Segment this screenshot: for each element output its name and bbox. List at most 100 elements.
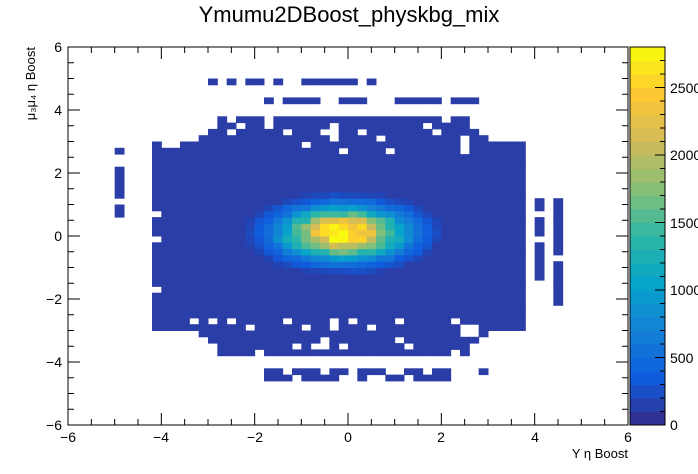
heatmap-bin	[357, 154, 368, 161]
heatmap-bin	[264, 229, 274, 237]
heatmap-bin	[189, 223, 200, 231]
heatmap-bin	[245, 248, 256, 256]
heatmap-bin	[292, 261, 302, 268]
heatmap-bin	[329, 368, 340, 376]
heatmap-bin	[198, 261, 209, 268]
heatmap-bin	[301, 97, 312, 105]
heatmap-bin	[254, 223, 265, 231]
heatmap-bin	[292, 229, 302, 237]
heatmap-bin	[273, 286, 284, 294]
heatmap-bin	[385, 317, 396, 325]
heatmap-bin	[320, 198, 330, 205]
heatmap-bin	[394, 229, 405, 237]
heatmap-bin	[320, 204, 330, 212]
heatmap-bin	[273, 236, 284, 243]
heatmap-bin	[338, 292, 349, 300]
heatmap-bin	[338, 135, 349, 142]
heatmap-bin	[226, 223, 237, 231]
heatmap-bin	[161, 280, 172, 287]
heatmap-bin	[226, 343, 237, 350]
heatmap-bin	[460, 317, 470, 325]
heatmap-bin	[152, 254, 162, 262]
heatmap-bin	[460, 223, 470, 231]
heatmap-bin	[217, 166, 228, 174]
heatmap-bin	[292, 166, 302, 174]
heatmap-bin	[180, 160, 190, 168]
heatmap-bin	[180, 223, 190, 231]
heatmap-bin	[506, 154, 517, 161]
axis-ticks	[67, 46, 629, 426]
heatmap-bin	[282, 236, 293, 243]
heatmap-bin	[301, 173, 312, 180]
heatmap-bin	[292, 242, 302, 250]
heatmap-bin	[376, 286, 386, 294]
heatmap-bin	[478, 305, 489, 313]
heatmap-bin	[264, 141, 274, 149]
heatmap-bin	[254, 299, 265, 306]
heatmap-bin	[497, 210, 508, 218]
heatmap-bin	[320, 349, 330, 357]
heatmap-bin	[357, 286, 368, 294]
heatmap-bin	[394, 343, 405, 350]
heatmap-bin	[422, 292, 433, 300]
heatmap-bin	[413, 254, 424, 262]
heatmap-bin	[469, 236, 480, 243]
heatmap-bin	[357, 374, 368, 382]
heatmap-bin	[236, 286, 246, 294]
y-tick-label: −2	[46, 291, 62, 307]
heatmap-bin	[273, 305, 284, 313]
heatmap-bin	[310, 147, 321, 155]
heatmap-bin	[161, 179, 172, 187]
color-scale-step	[630, 74, 665, 88]
heatmap-bin	[282, 349, 293, 357]
heatmap-bin	[516, 292, 526, 300]
heatmap-bin	[310, 242, 321, 250]
heatmap-bin	[273, 198, 284, 205]
heatmap-bin	[385, 280, 396, 287]
heatmap-bin	[292, 173, 302, 180]
heatmap-bin	[273, 128, 284, 136]
heatmap-bin	[310, 336, 321, 344]
heatmap-bin	[422, 147, 433, 155]
heatmap-bin	[236, 292, 246, 300]
heatmap-bin	[301, 166, 312, 174]
y-axis-title: μ₃μ₄ η Boost	[23, 47, 38, 121]
heatmap-bin	[394, 128, 405, 136]
heatmap-bin	[161, 160, 172, 168]
heatmap-bin	[245, 242, 256, 250]
heatmap-bin	[208, 299, 218, 306]
heatmap-bin	[198, 286, 209, 294]
heatmap-bin	[450, 147, 461, 155]
heatmap-bin	[338, 116, 349, 124]
heatmap-bin	[441, 185, 452, 193]
heatmap-bin	[450, 299, 461, 306]
heatmap-bin	[273, 141, 284, 149]
heatmap-bin	[273, 185, 284, 193]
x-tick-label: 4	[531, 429, 539, 445]
heatmap-bin	[273, 311, 284, 319]
heatmap-bin	[478, 160, 489, 168]
heatmap-bin	[348, 210, 358, 218]
heatmap-bin	[264, 330, 274, 338]
heatmap-bin	[310, 116, 321, 124]
heatmap-bin	[320, 280, 330, 287]
heatmap-bin	[506, 191, 517, 199]
heatmap-bin	[516, 141, 526, 149]
heatmap-bin	[189, 210, 200, 218]
heatmap-bin	[152, 173, 162, 180]
heatmap-bin	[329, 336, 340, 344]
heatmap-bin	[478, 135, 489, 142]
heatmap-bin	[282, 154, 293, 161]
heatmap-bin	[198, 254, 209, 262]
heatmap-bin	[152, 191, 162, 199]
color-scale-step	[630, 317, 665, 331]
heatmap-bin	[301, 147, 312, 155]
heatmap-bin	[441, 254, 452, 262]
heatmap-bin	[478, 217, 489, 224]
heatmap-bin	[534, 273, 545, 281]
heatmap-bin	[394, 305, 405, 313]
heatmap-bin	[366, 147, 377, 155]
heatmap-bin	[385, 128, 396, 136]
heatmap-bin	[516, 173, 526, 180]
heatmap-bin	[348, 179, 358, 187]
